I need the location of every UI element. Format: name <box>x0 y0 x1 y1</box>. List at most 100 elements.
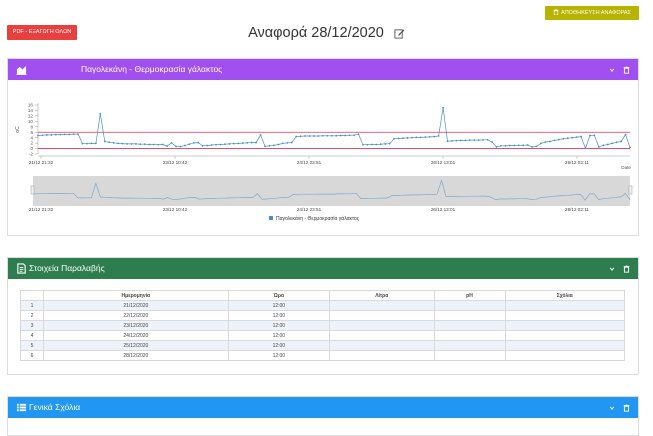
data-point <box>219 143 222 146</box>
data-point <box>170 141 173 144</box>
table-cell: 3 <box>20 320 44 331</box>
data-point <box>46 134 48 136</box>
data-point <box>72 133 75 136</box>
x-tick-label: 23/12 10:42 <box>163 160 188 165</box>
data-point <box>557 138 560 141</box>
data-point <box>415 136 418 139</box>
legend-label: Παγολεκάνη - Θερμοκρασία γάλακτος <box>276 215 360 222</box>
reception-panel-header: Στοιχεία Παραλαβής <box>8 258 638 279</box>
delete-icon[interactable] <box>623 404 630 412</box>
column-header: Ημερομηνία <box>43 290 229 301</box>
y-tick-label: 12 <box>28 113 34 118</box>
data-point <box>308 135 311 137</box>
table-cell[interactable] <box>433 310 506 321</box>
data-point <box>201 144 204 147</box>
legend-swatch <box>269 216 273 220</box>
area-chart-icon <box>16 65 27 75</box>
trash-icon <box>553 9 559 16</box>
edit-icon[interactable] <box>394 28 405 39</box>
data-point <box>584 147 587 150</box>
table-row[interactable]: 1 21/12/2020 12:00 <box>20 300 626 311</box>
table-cell[interactable] <box>433 330 506 341</box>
table-cell[interactable] <box>504 330 626 341</box>
navigator-mask <box>33 176 630 206</box>
table-cell[interactable] <box>329 330 435 341</box>
collapse-chevron-icon[interactable] <box>609 266 615 272</box>
data-point <box>379 143 382 146</box>
data-point <box>620 140 622 143</box>
save-report-button[interactable]: ΑΠΟΘΗΚΕΥΣΗ ΑΝΑΦΟΡΑΣ <box>545 6 639 20</box>
data-point <box>464 139 467 142</box>
data-point <box>580 135 582 138</box>
data-point <box>224 143 226 146</box>
table-cell[interactable] <box>504 350 626 361</box>
table-row[interactable]: 6 28/12/2020 12:00 <box>20 350 626 361</box>
data-point <box>232 142 235 145</box>
data-point <box>344 134 347 137</box>
y-tick-label: 0 <box>30 146 33 151</box>
table-cell[interactable] <box>433 350 506 361</box>
table-row[interactable]: 2 22/12/2020 12:00 <box>20 310 626 321</box>
data-point <box>397 137 400 140</box>
data-point <box>206 144 209 147</box>
data-point <box>593 134 596 137</box>
data-point <box>268 144 271 147</box>
data-point <box>517 144 520 147</box>
data-point <box>259 134 262 136</box>
table-cell[interactable] <box>504 320 626 331</box>
table-cell[interactable] <box>329 300 435 311</box>
table-cell[interactable] <box>504 340 626 351</box>
table-row[interactable]: 4 24/12/2020 12:00 <box>20 330 626 341</box>
table-cell: 2 <box>20 310 44 321</box>
data-point <box>246 141 249 144</box>
data-point <box>277 143 280 146</box>
table-cell[interactable] <box>329 350 435 361</box>
table-cell[interactable] <box>433 300 506 311</box>
collapse-chevron-icon[interactable] <box>609 405 615 411</box>
reception-panel: Στοιχεία Παραλαβής Ημερομηνία Ώρα Λίτρα pH Σ… <box>7 257 639 375</box>
collapse-chevron-icon[interactable] <box>609 67 615 73</box>
table-cell[interactable] <box>329 310 435 321</box>
navigator-handle-right <box>628 185 633 195</box>
table-cell: 21/12/2020 <box>43 300 229 311</box>
delete-icon[interactable] <box>623 265 630 273</box>
data-point <box>575 136 578 139</box>
data-point <box>37 134 39 137</box>
column-header <box>20 290 44 301</box>
reception-table: Ημερομηνία Ώρα Λίτρα pH Σχόλια 1 21/12/2020 12… <box>20 290 626 361</box>
x-axis-label: Date <box>621 165 631 170</box>
table-cell[interactable] <box>504 300 626 311</box>
data-point <box>197 141 200 144</box>
data-point <box>330 134 333 137</box>
table-cell[interactable] <box>433 320 506 331</box>
y-axis-label: oC <box>15 126 21 133</box>
data-point <box>112 141 115 144</box>
data-point <box>148 143 151 146</box>
data-point <box>117 142 120 145</box>
data-point <box>615 141 618 144</box>
data-point <box>121 142 124 145</box>
data-point <box>553 139 556 142</box>
data-point <box>228 143 231 145</box>
pdf-export-all-button[interactable]: PDF - ΕΞΑΓΩΓΗ ΟΛΩΝ <box>7 25 77 40</box>
data-point <box>500 144 502 147</box>
data-point <box>68 133 71 136</box>
data-point <box>540 142 542 145</box>
data-point <box>348 134 351 137</box>
x-tick-label: 26/12 13:01 <box>431 160 456 165</box>
data-point <box>41 134 44 137</box>
data-point <box>513 144 516 147</box>
table-cell[interactable] <box>504 310 626 321</box>
table-cell[interactable] <box>433 340 506 351</box>
table-row[interactable]: 5 25/12/2020 12:00 <box>20 340 626 351</box>
data-point <box>495 146 498 148</box>
delete-icon[interactable] <box>623 66 630 74</box>
table-cell[interactable] <box>329 340 435 351</box>
data-point <box>50 134 53 136</box>
data-point <box>419 136 422 139</box>
table-cell[interactable] <box>329 320 435 331</box>
column-header: Λίτρα <box>329 290 435 301</box>
table-cell: 22/12/2020 <box>43 310 229 321</box>
table-row[interactable]: 3 23/12/2020 12:00 <box>20 320 626 331</box>
